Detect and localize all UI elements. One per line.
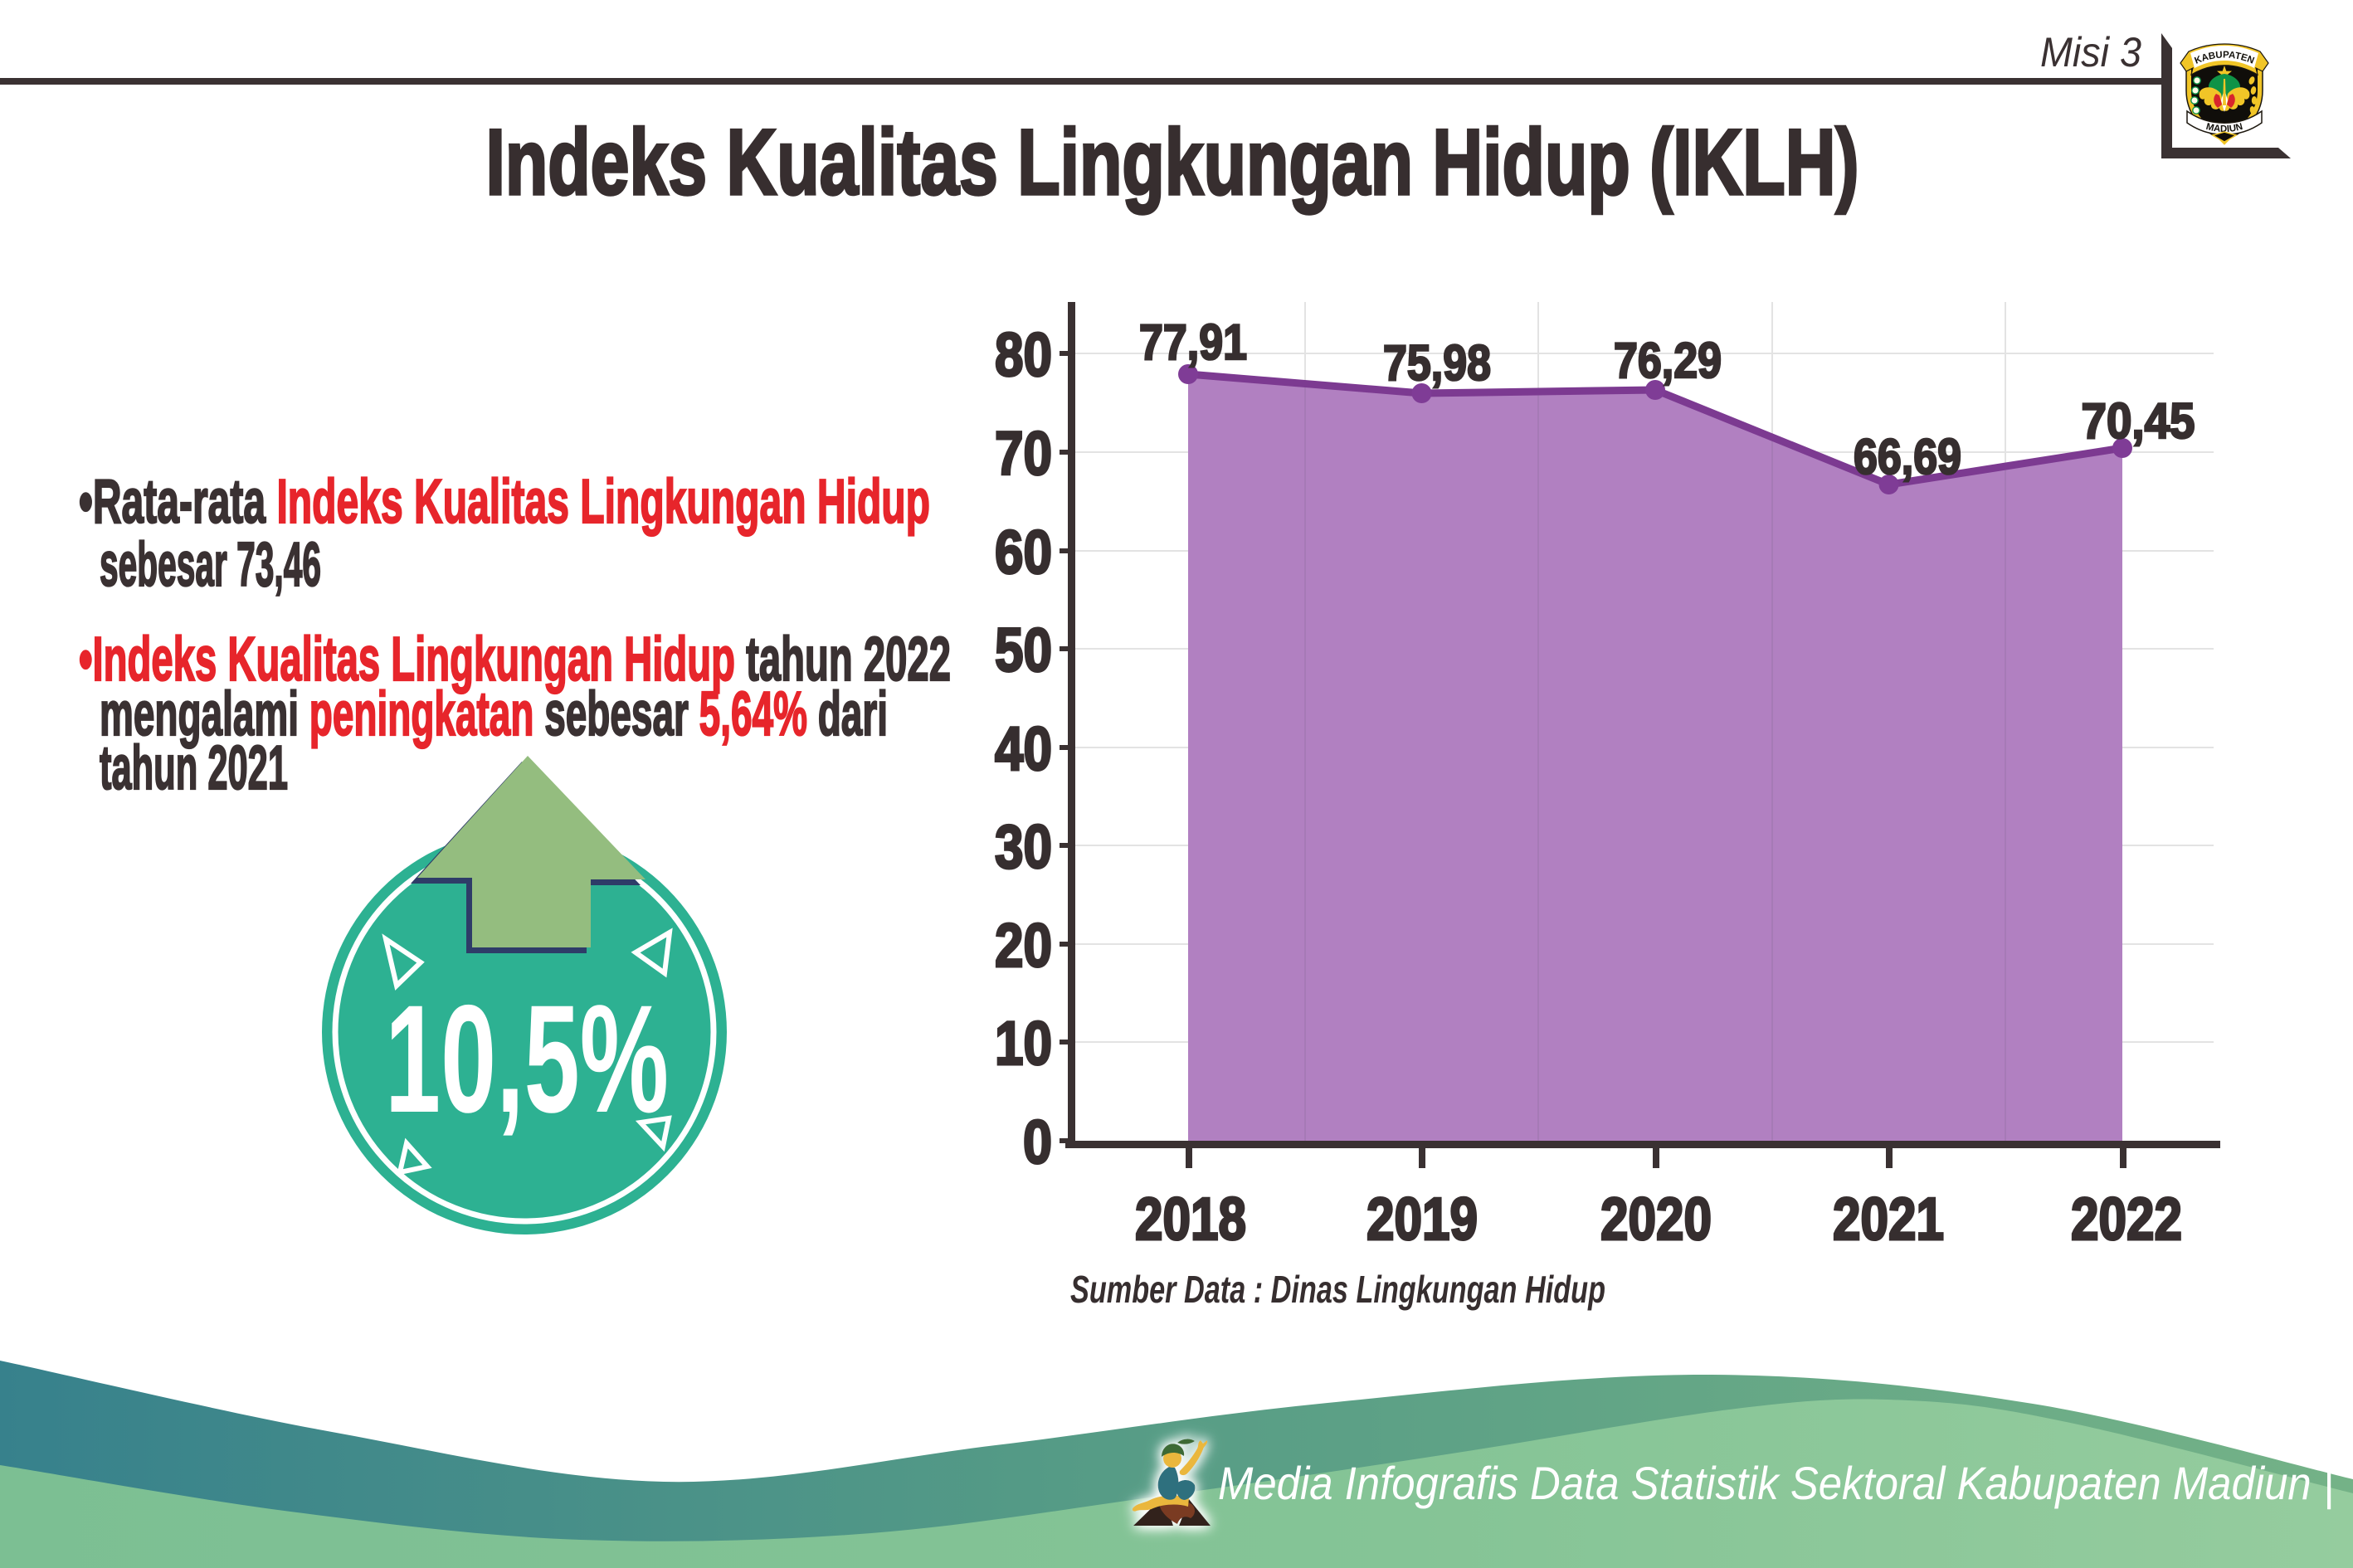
svg-text:60: 60 <box>995 518 1052 587</box>
svg-text:77,91: 77,91 <box>1139 314 1247 370</box>
svg-text:40: 40 <box>995 714 1052 783</box>
svg-text:50: 50 <box>995 616 1052 684</box>
svg-text:70: 70 <box>995 419 1052 488</box>
svg-text:10,5%: 10,5% <box>385 974 669 1145</box>
svg-text:80: 80 <box>995 320 1052 389</box>
svg-text:2022: 2022 <box>2071 1186 2182 1253</box>
svg-text:2019: 2019 <box>1366 1186 1478 1253</box>
svg-text:Sumber Data : Dinas Lingkungan: Sumber Data : Dinas Lingkungan Hidup <box>1070 1268 1605 1311</box>
svg-text:30: 30 <box>995 812 1052 881</box>
svg-text:tahun 2021: tahun 2021 <box>100 733 288 802</box>
svg-text:•Rata-rata Indeks Kualitas Lin: •Rata-rata Indeks Kualitas Lingkungan Hi… <box>79 466 930 536</box>
svg-text:mengalami peningkatan sebesar: mengalami peningkatan sebesar 5,64% dari <box>100 679 888 748</box>
svg-text:76,29: 76,29 <box>1614 333 1722 388</box>
svg-text:2020: 2020 <box>1600 1186 1712 1253</box>
svg-text:0: 0 <box>1023 1108 1052 1176</box>
svg-text:66,69: 66,69 <box>1854 429 1961 485</box>
svg-text:70,45: 70,45 <box>2082 393 2195 449</box>
svg-text:•Indeks Kualitas Lingkungan Hi: •Indeks Kualitas Lingkungan Hidup tahun … <box>79 624 951 694</box>
svg-text:75,98: 75,98 <box>1383 335 1491 391</box>
svg-text:sebesar 73,46: sebesar 73,46 <box>100 529 321 599</box>
svg-text:20: 20 <box>995 911 1052 980</box>
svg-text:Indeks Kualitas Lingkungan Hid: Indeks Kualitas Lingkungan Hidup (IKLH) <box>486 110 1859 214</box>
svg-text:Media Infografis Data Statisti: Media Infografis Data Statistik Sektoral… <box>1218 1457 2334 1510</box>
svg-text:2018: 2018 <box>1135 1186 1246 1253</box>
svg-text:MADIUN: MADIUN <box>2205 122 2244 134</box>
svg-text:10: 10 <box>995 1009 1052 1078</box>
svg-text:2021: 2021 <box>1833 1186 1944 1253</box>
svg-text:Misi 3: Misi 3 <box>2040 29 2141 75</box>
